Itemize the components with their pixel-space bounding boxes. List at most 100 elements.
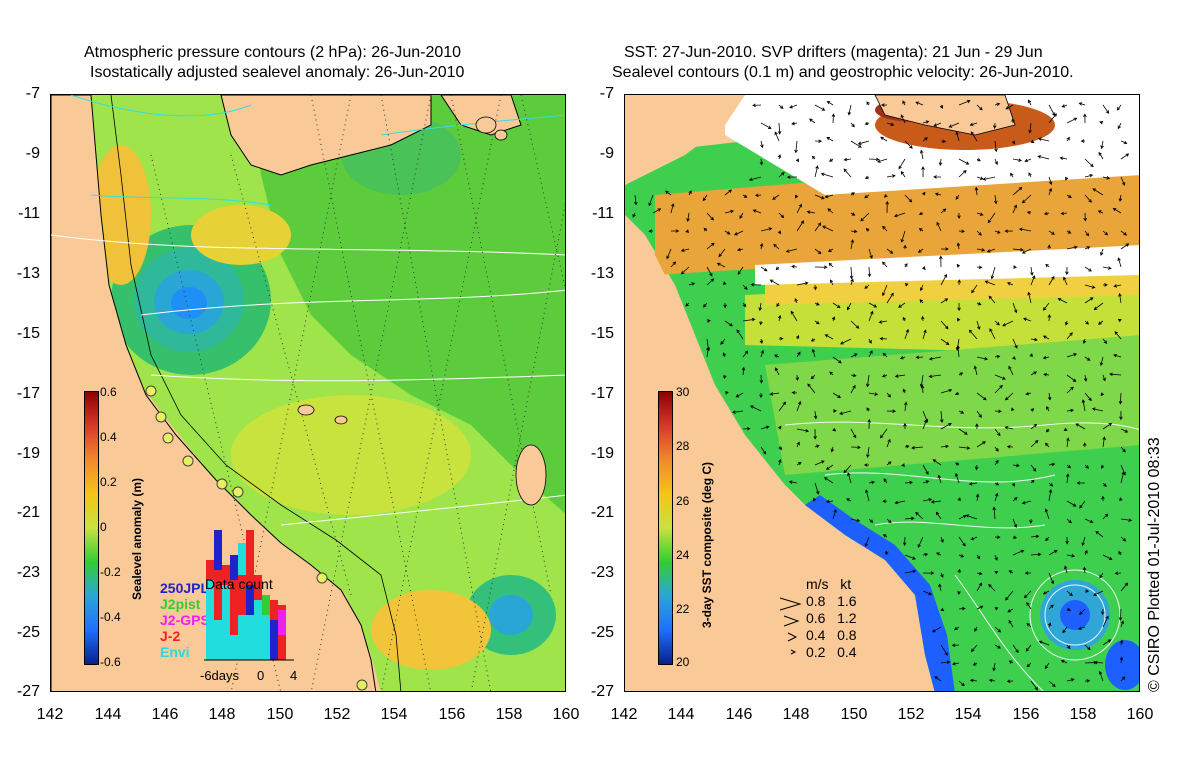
velocity-arrow [776, 302, 780, 308]
left-colorbar-tick: 0.2 [100, 475, 117, 489]
x-tick-label: 144 [667, 706, 695, 723]
velocity-legend-row: 0.8 1.6 [806, 593, 857, 609]
velocity-arrow [795, 374, 800, 382]
velocity-arrow [814, 482, 820, 495]
velocity-arrow [958, 554, 965, 558]
velocity-arrow [934, 676, 942, 682]
velocity-arrow [901, 463, 906, 467]
velocity-arrow [974, 626, 978, 632]
velocity-arrow [1102, 266, 1112, 270]
velocity-arrow [935, 511, 942, 520]
velocity-arrow [778, 337, 784, 341]
velocity-arrow [976, 158, 981, 162]
velocity-arrow [1102, 374, 1106, 382]
velocity-arrow [958, 606, 966, 611]
velocity-arrow [814, 165, 819, 178]
velocity-arrow [1021, 500, 1032, 505]
velocity-arrow [1079, 500, 1086, 509]
velocity-arrow [868, 392, 879, 396]
velocity-arrow [951, 661, 960, 666]
velocity-arrow [850, 353, 858, 358]
velocity-arrow [976, 302, 982, 306]
velocity-arrow [1026, 211, 1032, 215]
velocity-arrow [666, 248, 672, 260]
velocity-arrow [1030, 139, 1035, 143]
velocity-arrow [811, 348, 816, 358]
velocity-arrow [1004, 229, 1014, 233]
velocity-arrow [1099, 572, 1104, 579]
velocity-arrow [881, 103, 888, 107]
velocity-arrow [1114, 571, 1122, 576]
velocity-legend-header: m/s kt [806, 576, 852, 592]
velocity-arrow [1018, 227, 1032, 232]
velocity-arrow [1120, 471, 1125, 484]
velocity-arrow [882, 261, 888, 268]
velocity-arrow [1008, 365, 1014, 376]
y-tick-label: -19 [590, 445, 614, 462]
x-tick-label: 154 [954, 706, 982, 723]
velocity-arrow [904, 554, 916, 560]
velocity-arrow [922, 120, 930, 124]
velocity-arrow [868, 302, 878, 308]
velocity-arrow [795, 335, 800, 340]
velocity-arrow [1045, 263, 1050, 268]
velocity-arrow [955, 194, 960, 200]
velocity-arrow [1120, 153, 1130, 160]
left-colorbar-tick: -0.4 [100, 610, 121, 624]
velocity-arrow [879, 336, 888, 341]
velocity-arrow [994, 626, 1002, 633]
velocity-arrow [777, 314, 782, 322]
velocity-arrow [958, 680, 965, 687]
velocity-arrow [724, 391, 729, 395]
velocity-arrow [811, 155, 816, 160]
velocity-arrow [1098, 151, 1104, 160]
velocity-arrow [706, 319, 711, 323]
velocity-arrow [868, 157, 880, 162]
velocity-arrow [1097, 210, 1104, 214]
velocity-arrow [922, 137, 928, 142]
velocity-arrow [864, 284, 870, 289]
velocity-arrow [1119, 639, 1124, 646]
velocity-arrow [1012, 497, 1018, 502]
velocity-arrow [1048, 275, 1055, 286]
velocity-arrow [796, 400, 802, 412]
velocity-arrow [899, 356, 906, 360]
velocity-arrow [1028, 172, 1032, 178]
velocity-arrow [1006, 679, 1014, 684]
velocity-arrow [886, 248, 894, 254]
right-colorbar-title: 3-day SST composite (deg C) [700, 461, 714, 628]
copyright-note: © CSIRO Plotted 01-Jul-2010 08:33 [1146, 437, 1163, 692]
y-tick-label: -23 [16, 564, 40, 581]
velocity-arrow [940, 644, 948, 656]
velocity-arrow [970, 131, 978, 142]
velocity-arrow [1012, 265, 1018, 269]
velocity-arrow [670, 229, 680, 233]
velocity-arrow [706, 266, 713, 277]
velocity-arrow [742, 302, 747, 308]
right-colorbar-tick: 22 [676, 602, 690, 616]
velocity-arrow [760, 122, 772, 129]
x-tick-label: 154 [380, 706, 408, 723]
velocity-arrow [1066, 464, 1072, 469]
velocity-arrow [1093, 302, 1104, 311]
velocity-arrow [686, 212, 690, 222]
velocity-arrow [922, 191, 926, 196]
velocity-arrow [1048, 489, 1053, 502]
velocity-arrow [1120, 176, 1126, 186]
velocity-arrow [902, 316, 906, 322]
velocity-arrow [894, 374, 906, 378]
left-map-panel [50, 94, 566, 692]
velocity-arrow [850, 384, 856, 394]
velocity-arrow [940, 444, 949, 449]
velocity-arrow [1095, 530, 1104, 538]
velocity-arrow [898, 302, 906, 308]
velocity-arrow [1043, 302, 1050, 311]
velocity-arrow [868, 338, 872, 344]
velocity-arrow [759, 392, 763, 399]
velocity-arrow [921, 166, 925, 178]
velocity-arrow [777, 230, 781, 235]
velocity-arrow [972, 662, 978, 666]
right-colorbar-tick: 28 [676, 439, 690, 453]
velocity-arrow [814, 444, 820, 448]
velocity-arrow [1102, 283, 1108, 287]
